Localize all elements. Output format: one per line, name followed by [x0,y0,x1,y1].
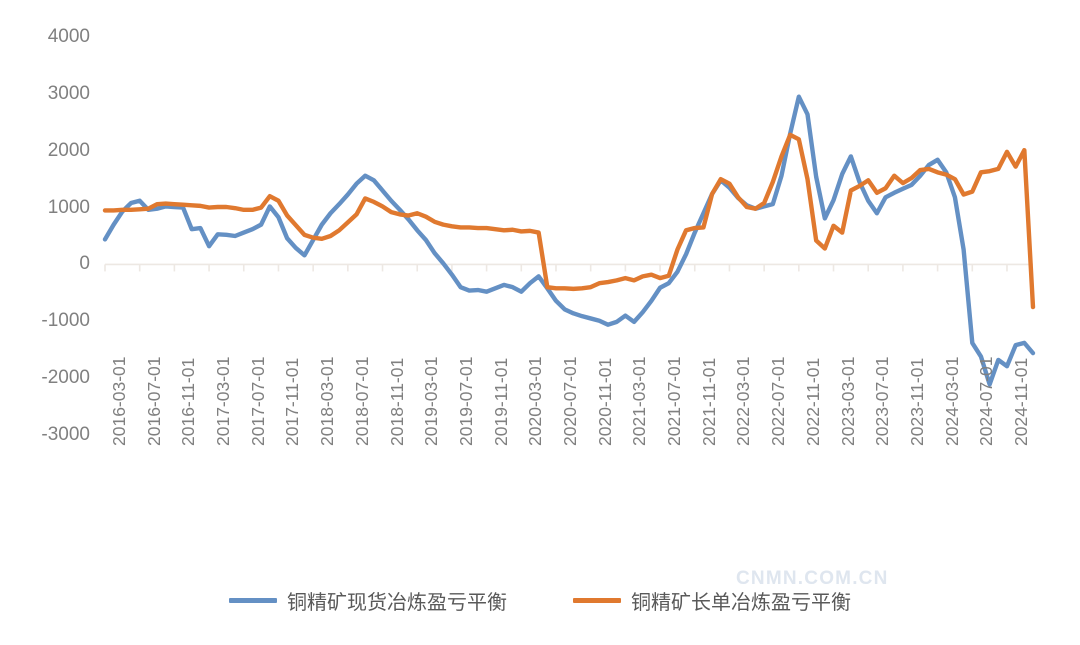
x-tick-label: 2022-11-01 [802,357,823,446]
y-tick-label: 0 [79,253,90,275]
x-tick-label: 2021-03-01 [629,356,650,446]
legend-item-longterm[interactable]: 铜精矿长单冶炼盈亏平衡 [573,586,851,615]
y-tick-label: -2000 [41,367,90,389]
x-tick-label: 2023-03-01 [837,356,858,446]
x-tick-label: 2019-11-01 [490,357,511,446]
x-tick-label: 2017-03-01 [213,356,234,446]
x-tick-label: 2022-07-01 [768,356,789,446]
x-axis-line-and-ticks [104,263,1033,272]
x-tick-label: 2016-07-01 [143,356,164,446]
x-tick-label: 2024-11-01 [1010,357,1031,446]
x-tick-label: 2024-07-01 [976,356,997,446]
x-tick-label: 2020-11-01 [594,357,615,446]
x-tick-label: 2018-07-01 [351,356,372,446]
y-tick-label: 3000 [47,82,90,104]
y-tick-label: 4000 [47,26,90,47]
y-tick-label: -3000 [41,424,90,445]
x-tick-label: 2024-03-01 [941,356,962,446]
x-tick-label: 2017-11-01 [282,357,303,446]
legend-label-longterm: 铜精矿长单冶炼盈亏平衡 [631,590,851,614]
x-tick-label: 2022-03-01 [733,356,754,446]
y-tick-label: -1000 [41,310,90,332]
y-tick-label: 2000 [47,139,90,161]
x-tick-label: 2023-11-01 [906,357,927,446]
x-tick-label: 2018-11-01 [386,357,407,446]
y-tick-label: 1000 [47,196,90,218]
series-line-longterm [102,132,1036,310]
legend-swatch-longterm [573,598,621,603]
x-tick-label: 2020-03-01 [525,356,546,446]
x-tick-label: 2016-11-01 [178,357,199,446]
x-tick-label: 2023-07-01 [872,356,893,446]
x-tick-label: 2019-03-01 [421,356,442,446]
x-tick-label: 2021-11-01 [698,357,719,446]
x-tick-label: 2021-07-01 [664,356,685,446]
x-tick-label: 2019-07-01 [455,356,476,446]
legend-swatch-spot [229,598,277,603]
x-tick-label: 2016-03-01 [109,356,129,446]
legend-label-spot: 铜精矿现货冶炼盈亏平衡 [287,590,507,614]
x-tick-label: 2017-07-01 [247,356,268,446]
series-line-spot [102,94,1036,387]
legend-item-spot[interactable]: 铜精矿现货冶炼盈亏平衡 [229,586,507,615]
x-tick-label: 2018-03-01 [317,356,338,446]
chart-legend: 铜精矿现货冶炼盈亏平衡 铜精矿长单冶炼盈亏平衡 [0,586,1080,615]
series-lines [102,94,1036,387]
x-tick-label: 2020-07-01 [559,356,580,446]
